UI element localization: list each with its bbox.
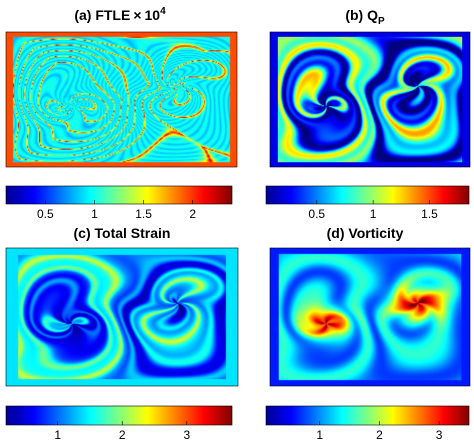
panel-b-colorbar xyxy=(265,185,470,205)
panel-c-colorbar-ticks: 1 2 3 xyxy=(54,421,190,442)
panel-c-frame xyxy=(5,247,239,387)
panel-c-colorbar xyxy=(5,405,233,426)
colorbar-tick-label: 2 xyxy=(376,428,383,442)
colorbar-tick-label: 1 xyxy=(91,207,98,221)
panel-b-title: (b) QP xyxy=(345,7,385,27)
panel-d: (d) Vorticity 1 2 3 xyxy=(265,225,471,442)
colorbar-tick-label: 0.5 xyxy=(308,207,325,221)
panel-b-colorbar-ticks: 0.5 1 1.5 xyxy=(308,200,438,221)
panel-a-colorbar xyxy=(5,185,233,205)
panel-a-frame xyxy=(5,31,238,168)
colorbar-tick-label: 1 xyxy=(54,428,61,442)
panel-c: (c) Total Strain 1 2 3 xyxy=(5,225,239,442)
colorbar-tick-label: 1 xyxy=(316,428,323,442)
colorbar-tick-label: 3 xyxy=(436,428,443,442)
panel-b-field xyxy=(270,32,470,167)
panel-d-field xyxy=(270,248,470,386)
colorbar-tick-label: 0.5 xyxy=(37,207,54,221)
panel-d-frame xyxy=(269,247,471,387)
colorbar-tick-label: 2 xyxy=(119,428,126,442)
panel-a-field xyxy=(6,32,237,167)
panel-a-colorbar-ticks: 0.5 1 1.5 2 xyxy=(37,200,196,221)
panel-d-colorbar xyxy=(265,405,470,426)
panel-b: (b) QP 0.5 1 1.5 xyxy=(265,7,471,221)
panel-b-frame xyxy=(269,31,471,168)
panel-c-field xyxy=(6,248,238,386)
panel-d-title: (d) Vorticity xyxy=(327,225,404,241)
colorbar-tick-label: 1.5 xyxy=(421,207,438,221)
colorbar-tick-label: 1 xyxy=(370,207,377,221)
panel-d-colorbar-ticks: 1 2 3 xyxy=(316,421,443,442)
colorbar-tick-label: 2 xyxy=(189,207,196,221)
colorbar-tick-label: 1.5 xyxy=(135,207,152,221)
panel-a-title: (a) FTLE × 104 xyxy=(74,6,166,23)
panel-a: (a) FTLE × 104 0.5 1 1.5 2 xyxy=(5,6,238,221)
panel-c-title: (c) Total Strain xyxy=(74,225,171,241)
colorbar-tick-label: 3 xyxy=(183,428,190,442)
